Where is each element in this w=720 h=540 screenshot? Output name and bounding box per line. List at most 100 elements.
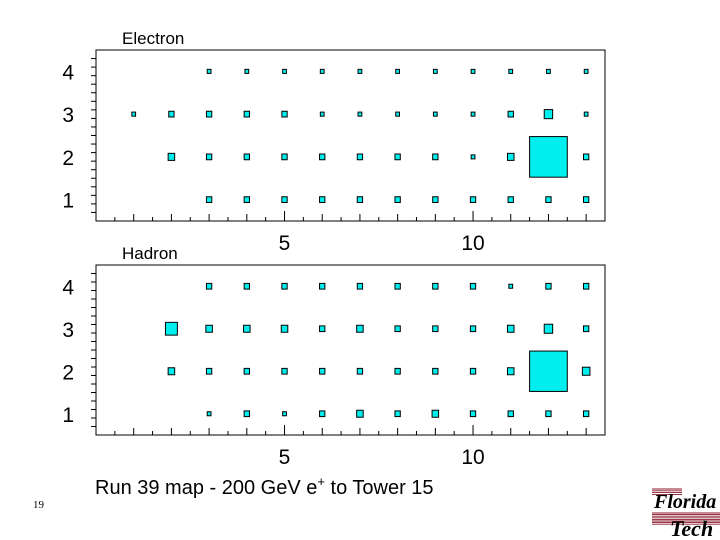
data-box [394,153,401,161]
data-box [357,68,363,74]
data-box [205,367,213,375]
data-box [243,410,250,418]
data-box [582,282,590,290]
data-box [243,282,250,290]
data-box [582,153,590,161]
data-box [546,68,551,74]
data-box [394,410,401,418]
caption-suffix: to Tower 15 [325,477,434,499]
data-box [582,196,590,203]
data-box [543,323,554,334]
data-box [507,110,514,118]
data-box [244,68,250,74]
data-box [507,196,514,203]
data-box [506,367,515,376]
data-box [205,324,213,333]
electron-panel: Electron 1 2 3 4 5 10 [62,29,606,255]
data-box [506,324,515,333]
data-box [319,410,326,418]
logo-stripes [652,488,720,525]
data-box [508,68,514,74]
data-box [543,109,554,120]
data-box [529,136,568,178]
data-box [581,366,591,376]
data-box [243,153,250,161]
data-box [281,196,288,203]
data-box [206,411,212,417]
x-tick-label: 5 [279,446,291,469]
y-tick-label: 3 [62,104,74,127]
data-box [205,153,213,161]
plot-frame [95,49,606,222]
x-tick-label: 10 [461,232,484,255]
data-box [470,68,476,74]
data-box [319,111,325,117]
data-box [243,367,250,375]
data-box [282,411,287,417]
data-box [469,325,477,333]
data-box [432,325,439,333]
data-box [205,282,213,290]
data-box [357,111,363,117]
data-box [167,152,176,161]
data-box [545,410,552,418]
data-box [206,68,212,74]
data-box [168,110,175,118]
y-tick-label: 2 [62,361,74,384]
x-tick-label: 10 [461,446,484,469]
data-box [356,282,364,290]
data-box [356,153,364,161]
y-tick-label: 4 [62,61,74,84]
data-box [432,196,439,203]
data-box [432,367,439,375]
data-box [319,153,326,161]
y-tick-label: 1 [62,404,74,427]
data-box [281,367,288,375]
data-box [319,68,325,74]
data-box [469,367,477,375]
data-box [281,110,288,118]
data-box [394,196,401,203]
data-box [394,367,401,375]
data-box [470,111,476,117]
y-tick-label: 2 [62,147,74,170]
figure-caption: Run 39 map - 200 GeV e+ to Tower 15 [95,474,434,499]
data-box [583,68,589,74]
data-box [506,152,515,161]
data-box [469,196,477,203]
plot-frame [95,264,606,436]
data-box [243,324,251,333]
data-box [508,283,514,289]
data-box [432,282,439,290]
florida-tech-logo: Florida Tech [652,488,720,540]
data-box [281,282,288,290]
data-box [582,410,590,418]
page-number: 19 [33,499,44,511]
data-box [243,196,250,203]
data-box [469,282,477,290]
data-box [164,321,178,336]
data-box [431,409,440,418]
data-box [394,282,401,290]
caption-prefix: Run 39 map - 200 GeV e [95,477,317,499]
plot-title: Electron [122,29,184,48]
data-box [395,111,401,117]
data-box [167,367,176,376]
data-box [432,68,438,74]
logo-text-line2: Tech [670,516,713,540]
data-box [356,324,364,333]
data-box [432,153,439,161]
y-tick-label: 3 [62,319,74,342]
data-box [282,68,287,74]
caption-superscript: + [317,474,325,489]
data-box [319,282,326,290]
data-box [470,154,476,160]
data-box [356,409,364,418]
x-tick-label: 5 [279,232,291,255]
data-box [583,111,589,117]
data-box [243,110,250,118]
data-box [507,410,514,418]
data-box [319,325,326,333]
data-box [319,367,326,375]
y-tick-label: 1 [62,190,74,213]
